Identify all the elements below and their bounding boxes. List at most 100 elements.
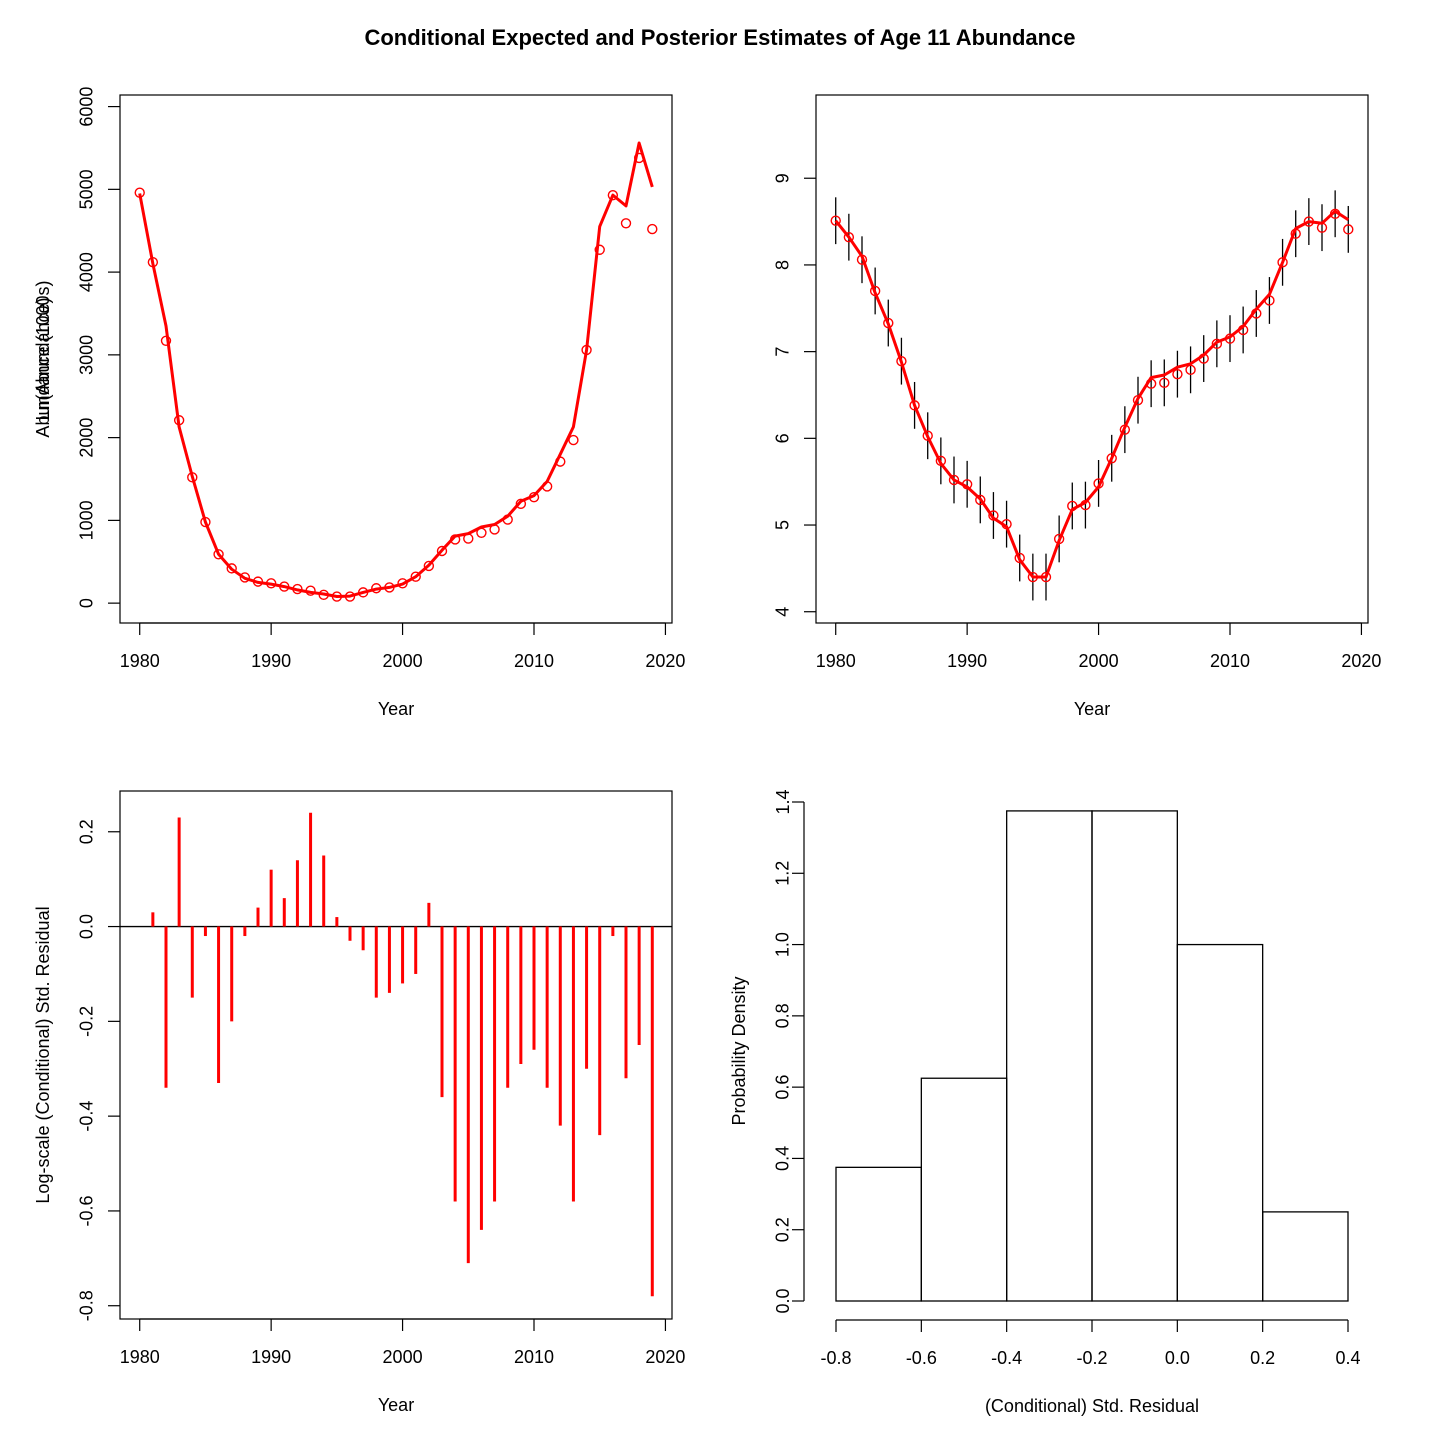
- posterior-point: [515, 498, 527, 510]
- y-axis-title: Abundance (1000s): [33, 280, 53, 437]
- posterior-point: [489, 524, 500, 535]
- histogram-bar: [1091, 810, 1178, 1302]
- x-tick-label: 0.0: [1165, 1348, 1190, 1368]
- y-tick-label: -0.6: [77, 1195, 97, 1226]
- y-tick-label: 5000: [77, 169, 97, 209]
- panel-top-right: [804, 94, 1369, 635]
- posterior-point: [1172, 368, 1183, 380]
- posterior-point: [463, 533, 474, 544]
- posterior-point: [555, 456, 566, 467]
- expected-line: [138, 141, 654, 598]
- histogram-bar: [835, 1166, 922, 1302]
- expected-line: [834, 209, 1350, 579]
- posterior-point: [594, 244, 605, 255]
- posterior-point: [147, 256, 159, 268]
- posterior-point: [384, 582, 395, 593]
- posterior-point: [305, 585, 316, 596]
- panel-top-left: [108, 94, 673, 635]
- posterior-point: [1329, 208, 1341, 219]
- histogram-bar: [920, 1077, 1008, 1302]
- y-axis-title: Log-scale (Conditional) Std. Residual: [33, 906, 53, 1203]
- x-tick-label: 2000: [1079, 651, 1119, 671]
- x-tick-label: -0.8: [820, 1348, 851, 1368]
- x-tick-label: 1980: [816, 651, 856, 671]
- posterior-point: [173, 415, 185, 426]
- posterior-point: [1251, 308, 1262, 319]
- posterior-point: [633, 152, 645, 164]
- x-tick-label: 2010: [514, 1347, 554, 1367]
- y-tick-label: 0.2: [773, 1217, 793, 1242]
- posterior-point: [909, 400, 920, 411]
- y-tick-label: 6: [773, 433, 793, 443]
- y-tick-label: 0.6: [773, 1075, 793, 1100]
- posterior-point: [252, 576, 264, 587]
- posterior-point: [502, 514, 513, 525]
- y-tick-label: 7: [773, 347, 793, 357]
- posterior-point: [200, 516, 211, 528]
- y-tick-label: 0.0: [77, 914, 97, 939]
- posterior-point: [620, 218, 632, 229]
- posterior-point: [265, 578, 277, 589]
- posterior-point: [961, 479, 973, 490]
- posterior-point: [568, 434, 579, 446]
- y-tick-label: 0: [77, 598, 97, 608]
- posterior-point: [160, 335, 172, 346]
- posterior-point: [357, 587, 369, 598]
- panel-bottom-right: [792, 801, 1349, 1332]
- posterior-point: [1093, 478, 1104, 489]
- posterior-point: [134, 187, 145, 198]
- y-tick-label: 4: [773, 607, 793, 617]
- y-tick-label: 5: [773, 520, 793, 530]
- x-tick-label: -0.4: [991, 1348, 1022, 1368]
- x-tick-label: 1990: [251, 1347, 291, 1367]
- panel-bottom-left: [108, 790, 673, 1331]
- x-axis-title: (Conditional) Std. Residual: [985, 1396, 1199, 1416]
- posterior-point: [239, 572, 251, 583]
- y-tick-label: 2000: [77, 418, 97, 458]
- y-tick-label: -0.4: [77, 1101, 97, 1132]
- posterior-point: [226, 563, 237, 574]
- histogram-bar: [1262, 1211, 1349, 1302]
- x-tick-label: 2000: [383, 1347, 423, 1367]
- x-axis-title: Year: [378, 1395, 414, 1415]
- posterior-point: [1027, 571, 1039, 583]
- posterior-point: [1237, 324, 1249, 336]
- posterior-point: [1277, 257, 1288, 268]
- y-tick-label: -0.8: [77, 1290, 97, 1321]
- posterior-point: [581, 344, 592, 356]
- x-tick-label: 2020: [1341, 651, 1381, 671]
- posterior-point: [647, 223, 658, 235]
- posterior-point: [1080, 499, 1091, 511]
- y-tick-label: 6000: [77, 87, 97, 127]
- posterior-point: [476, 527, 487, 538]
- plot-frame: [119, 94, 673, 624]
- posterior-point: [331, 591, 343, 602]
- x-axis-title: Year: [1074, 699, 1110, 719]
- posterior-point: [896, 355, 907, 367]
- x-tick-label: -0.6: [906, 1348, 937, 1368]
- x-tick-label: 1980: [120, 1347, 160, 1367]
- y-tick-label: 1.2: [773, 861, 793, 886]
- posterior-point: [436, 545, 448, 557]
- figure-title: Conditional Expected and Posterior Estim…: [364, 25, 1076, 50]
- x-tick-label: 0.2: [1250, 1348, 1275, 1368]
- posterior-point: [449, 534, 461, 545]
- posterior-point: [318, 589, 329, 601]
- posterior-point: [1303, 216, 1315, 227]
- posterior-point: [1040, 571, 1052, 583]
- posterior-point: [830, 215, 841, 226]
- posterior-point: [1185, 364, 1196, 376]
- posterior-point: [187, 472, 198, 483]
- y-axis-title: Ln(Abundance): [33, 297, 53, 420]
- posterior-point: [975, 494, 986, 506]
- y-tick-label: -0.2: [77, 1006, 97, 1037]
- posterior-point: [1145, 378, 1157, 389]
- posterior-point: [948, 474, 960, 486]
- posterior-point: [1211, 338, 1223, 350]
- posterior-point: [344, 591, 356, 602]
- y-tick-label: 0.2: [77, 819, 97, 844]
- histogram-bar: [1176, 943, 1264, 1302]
- posterior-point: [1198, 353, 1209, 364]
- posterior-point: [843, 231, 855, 243]
